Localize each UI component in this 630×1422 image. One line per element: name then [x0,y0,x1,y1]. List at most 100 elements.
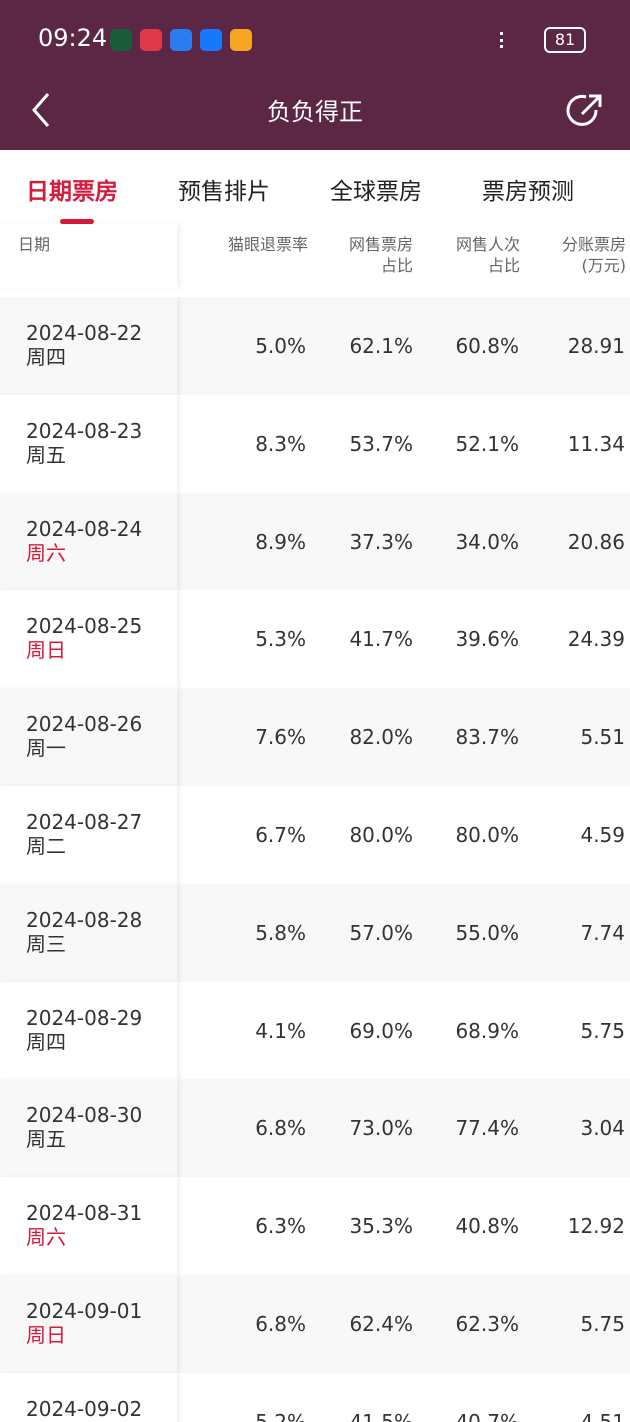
weekday: 周四 [26,1029,66,1054]
table-row[interactable]: 2024-08-28 周三 5.8% 57.0% 55.0% 7.74 [0,883,630,982]
cell: 55.0% [455,920,519,945]
date: 2024-09-02 [26,1396,143,1421]
table-row[interactable]: 2024-08-27 周二 6.7% 80.0% 80.0% 4.59 [0,786,630,884]
date: 2024-08-24 [26,516,143,541]
table-row[interactable]: 2024-08-29 周四 4.1% 69.0% 68.9% 5.75 [0,981,630,1080]
cell: 62.3% [455,1312,519,1336]
page-title: 负负得正 [267,98,363,126]
table-header [0,224,630,288]
column-header: 网售人次 占比 [455,235,520,275]
tab[interactable]: 预售排片 [178,179,270,205]
cell: 80.0% [349,823,413,847]
table-row[interactable]: 2024-08-23 周五 8.3% 53.7% 52.1% 11.34 [0,394,630,493]
cell: 35.3% [349,1214,413,1239]
date: 2024-08-22 [26,321,143,345]
status-time: 09:24 [38,24,108,52]
cell: 5.75 [580,1018,625,1043]
app-icon [170,29,192,51]
cell: 82.0% [349,725,413,750]
date: 2024-08-31 [26,1201,143,1226]
cell: 5.75 [580,1312,625,1336]
column-header: 分账票房 (万元) [561,235,626,275]
weekday: 周五 [26,1127,66,1152]
cell: 5.3% [255,627,306,652]
cell: 83.7% [455,725,519,750]
app-icon [140,29,162,51]
share-button[interactable] [566,92,604,130]
cell: 12.92 [567,1214,625,1239]
cell: 3.04 [580,1116,625,1141]
weekday: 周四 [26,345,66,369]
app-icon [110,29,132,51]
cell: 77.4% [455,1116,519,1141]
table-row[interactable]: 2024-08-24 周六 8.9% 37.3% 34.0% 20.86 [0,492,630,591]
cell: 28.91 [567,334,625,358]
date: 2024-08-29 [26,1005,143,1030]
weekday: 周六 [26,540,66,565]
table-row[interactable]: 2024-08-31 周六 6.3% 35.3% 40.8% 12.92 [0,1177,630,1276]
app-icon [200,29,222,51]
cell: 6.8% [255,1312,306,1336]
weekday: 周五 [26,442,66,467]
cell: 39.6% [455,627,519,652]
column-header: 猫眼退票率 [227,235,308,254]
cell: 41.7% [349,627,413,652]
cell: 53.7% [349,431,413,456]
date: 2024-08-26 [26,712,143,737]
cell: 52.1% [455,431,519,456]
cell: 6.8% [255,1116,306,1141]
cell: 8.3% [255,431,306,456]
tab-indicator [60,219,94,224]
cell: 57.0% [349,920,413,945]
table-row[interactable]: 2024-09-02周一 5.2% 41.5% 40.7% 4.51 [0,1372,630,1422]
cell: 7.74 [580,920,625,945]
cell: 73.0% [349,1116,413,1141]
weekday: 周日 [26,1323,66,1347]
cell: 24.39 [567,627,625,652]
table-row[interactable]: 2024-08-22 周四 5.0% 62.1% 60.8% 28.91 [0,297,630,395]
cell: 69.0% [349,1018,413,1043]
cell: 62.4% [349,1312,413,1336]
back-button[interactable] [28,92,54,128]
cell: 5.8% [255,920,306,945]
cell: 5.0% [255,334,306,358]
cell: 34.0% [455,529,519,554]
tab[interactable]: 全球票房 [330,179,422,205]
app-header: 09:24 81 负负得正 [0,0,630,150]
date: 2024-08-27 [26,810,143,834]
cell: 37.3% [349,529,413,554]
date: 2024-09-01 [26,1299,143,1323]
cell: 41.5% [349,1409,413,1422]
cell: 6.7% [255,823,306,847]
cell: 11.34 [567,431,625,456]
table-row[interactable]: 2024-08-25 周日 5.3% 41.7% 39.6% 24.39 [0,590,630,689]
table-row[interactable]: 2024-08-26 周一 7.6% 82.0% 83.7% 5.51 [0,688,630,787]
weekday: 周日 [26,638,66,663]
tab[interactable]: 日期票房 [26,179,118,205]
weekday: 周二 [26,834,66,858]
cell: 40.8% [455,1214,519,1239]
cell: 20.86 [567,529,625,554]
table-body: 2024-08-22 周四 5.0% 62.1% 60.8% 28.91 2024-08-2… [0,297,630,1422]
cell: 4.59 [580,823,625,847]
cell: 5.51 [580,725,625,750]
battery: 81 [544,27,586,53]
cell: 5.2% [255,1409,306,1422]
cell: 6.3% [255,1214,306,1239]
tab[interactable]: 票房预测 [482,179,574,205]
cell: 62.1% [349,334,413,358]
cell: 80.0% [455,823,519,847]
date: 2024-08-30 [26,1103,143,1128]
table-row[interactable]: 2024-09-01 周日 6.8% 62.4% 62.3% 5.75 [0,1275,630,1373]
column-header: 网售票房 占比 [348,235,413,275]
weekday: 周六 [26,1225,66,1250]
cell: 7.6% [255,725,306,750]
weekday: 周一 [26,1421,66,1422]
app-icon [230,29,252,51]
table-row[interactable]: 2024-08-30 周五 6.8% 73.0% 77.4% 3.04 [0,1079,630,1178]
cell: 8.9% [255,529,306,554]
cell: 4.1% [255,1018,306,1043]
signal-icon [500,32,539,48]
column-header: 日期 [18,235,51,254]
